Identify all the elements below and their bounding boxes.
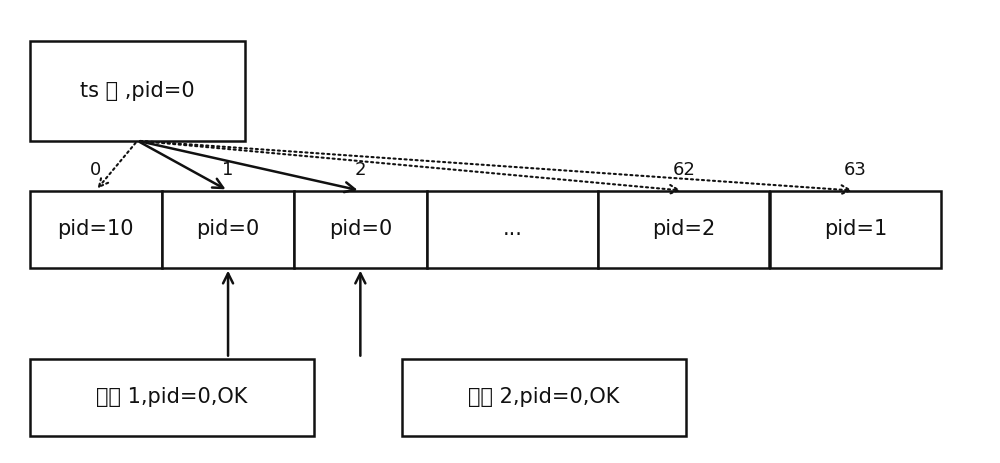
- FancyBboxPatch shape: [30, 41, 245, 141]
- FancyBboxPatch shape: [30, 358, 314, 436]
- FancyBboxPatch shape: [294, 191, 426, 268]
- Text: 63: 63: [844, 161, 867, 179]
- FancyBboxPatch shape: [162, 191, 294, 268]
- Text: pid=0: pid=0: [329, 219, 392, 239]
- Text: pid=1: pid=1: [824, 219, 887, 239]
- Text: 请求 1,pid=0,OK: 请求 1,pid=0,OK: [96, 387, 247, 407]
- Text: 62: 62: [672, 161, 695, 179]
- Text: 0: 0: [90, 161, 101, 179]
- Text: ts 包 ,pid=0: ts 包 ,pid=0: [80, 81, 195, 101]
- Text: 请求 2,pid=0,OK: 请求 2,pid=0,OK: [468, 387, 620, 407]
- FancyBboxPatch shape: [30, 191, 162, 268]
- FancyBboxPatch shape: [598, 191, 769, 268]
- Text: pid=0: pid=0: [196, 219, 260, 239]
- Text: ...: ...: [502, 219, 522, 239]
- FancyBboxPatch shape: [402, 358, 686, 436]
- Text: pid=2: pid=2: [652, 219, 715, 239]
- FancyBboxPatch shape: [426, 191, 598, 268]
- Text: pid=10: pid=10: [58, 219, 134, 239]
- Text: 2: 2: [355, 161, 366, 179]
- FancyBboxPatch shape: [770, 191, 941, 268]
- Text: 1: 1: [222, 161, 234, 179]
